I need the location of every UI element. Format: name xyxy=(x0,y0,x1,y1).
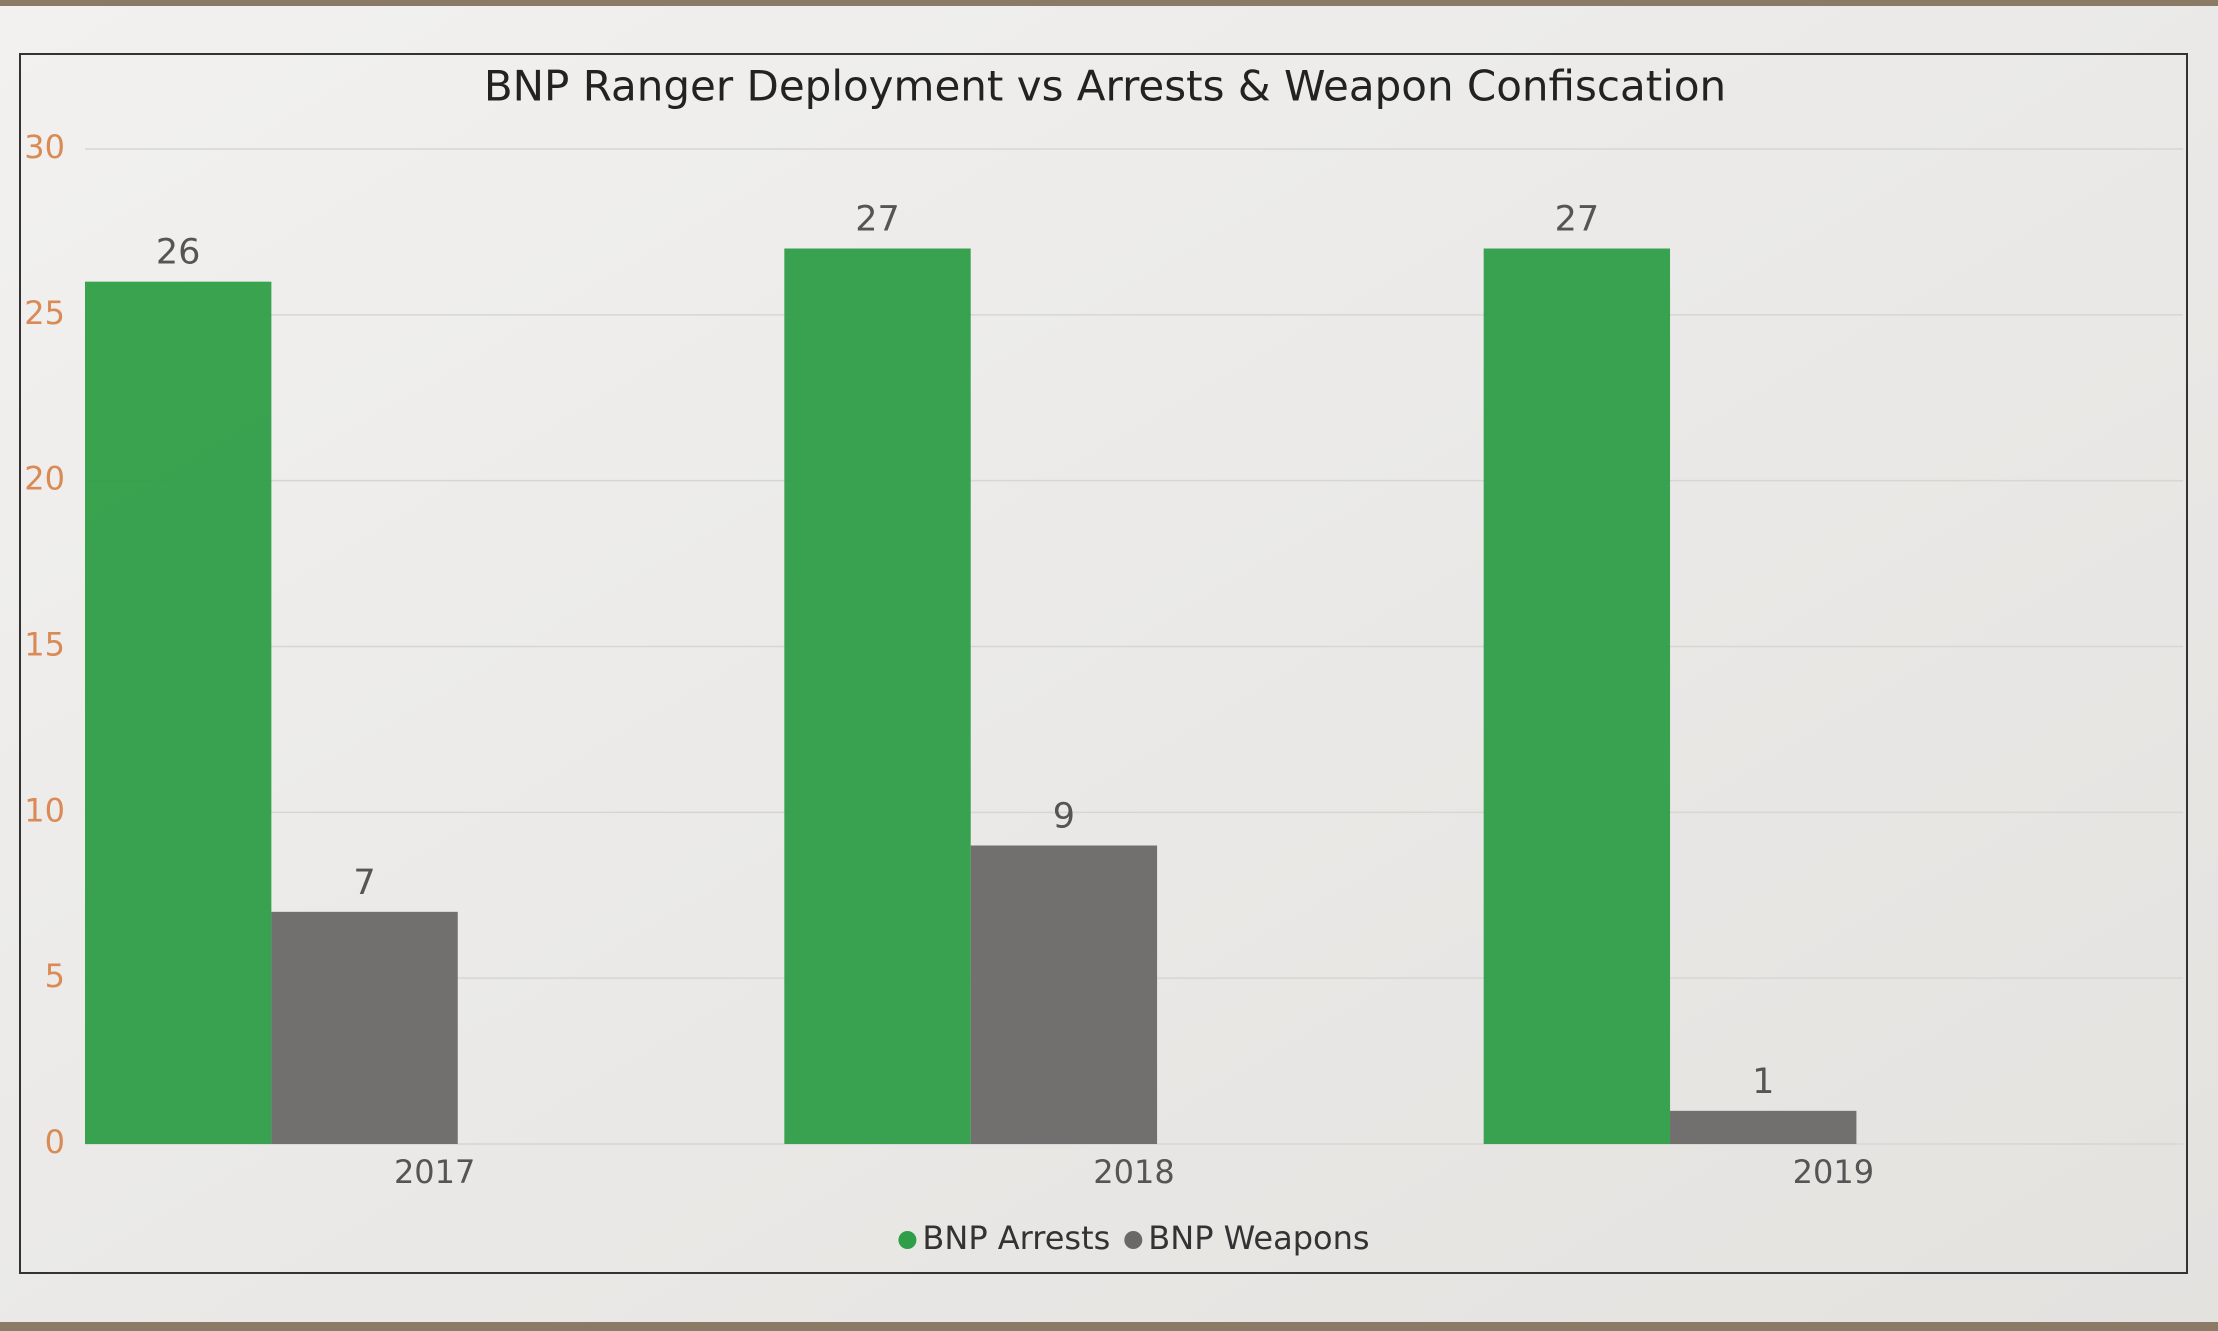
bar xyxy=(85,281,272,1145)
y-tick-label: 5 xyxy=(45,957,65,995)
bar xyxy=(970,845,1158,1144)
y-tick-label: 15 xyxy=(24,626,65,664)
y-tick-label: 0 xyxy=(45,1123,65,1161)
data-label: 26 xyxy=(156,233,201,273)
legend-marker xyxy=(1124,1231,1143,1249)
legend-label: BNP Weapons xyxy=(1148,1219,1369,1257)
chart-frame xyxy=(19,53,2188,1274)
chart-title: BNP Ranger Deployment vs Arrests & Weapo… xyxy=(484,62,1726,111)
legend-marker xyxy=(898,1231,917,1249)
legend-label: BNP Arrests xyxy=(922,1219,1110,1257)
x-tick-label: 2018 xyxy=(1093,1153,1174,1191)
data-label: 27 xyxy=(855,200,900,240)
y-tick-label: 10 xyxy=(24,791,65,829)
data-label: 7 xyxy=(353,863,375,903)
x-tick-label: 2019 xyxy=(1793,1153,1874,1191)
data-label: 1 xyxy=(1752,1062,1774,1102)
bar xyxy=(784,248,971,1144)
y-tick-label: 30 xyxy=(24,128,65,166)
data-label: 9 xyxy=(1053,797,1075,837)
y-tick-label: 20 xyxy=(24,460,65,498)
bar xyxy=(1670,1110,1857,1144)
x-tick-label: 2017 xyxy=(394,1153,475,1191)
data-label: 27 xyxy=(1555,200,1600,240)
y-tick-label: 25 xyxy=(24,294,65,332)
bar xyxy=(271,911,458,1144)
bar xyxy=(1483,248,1671,1144)
